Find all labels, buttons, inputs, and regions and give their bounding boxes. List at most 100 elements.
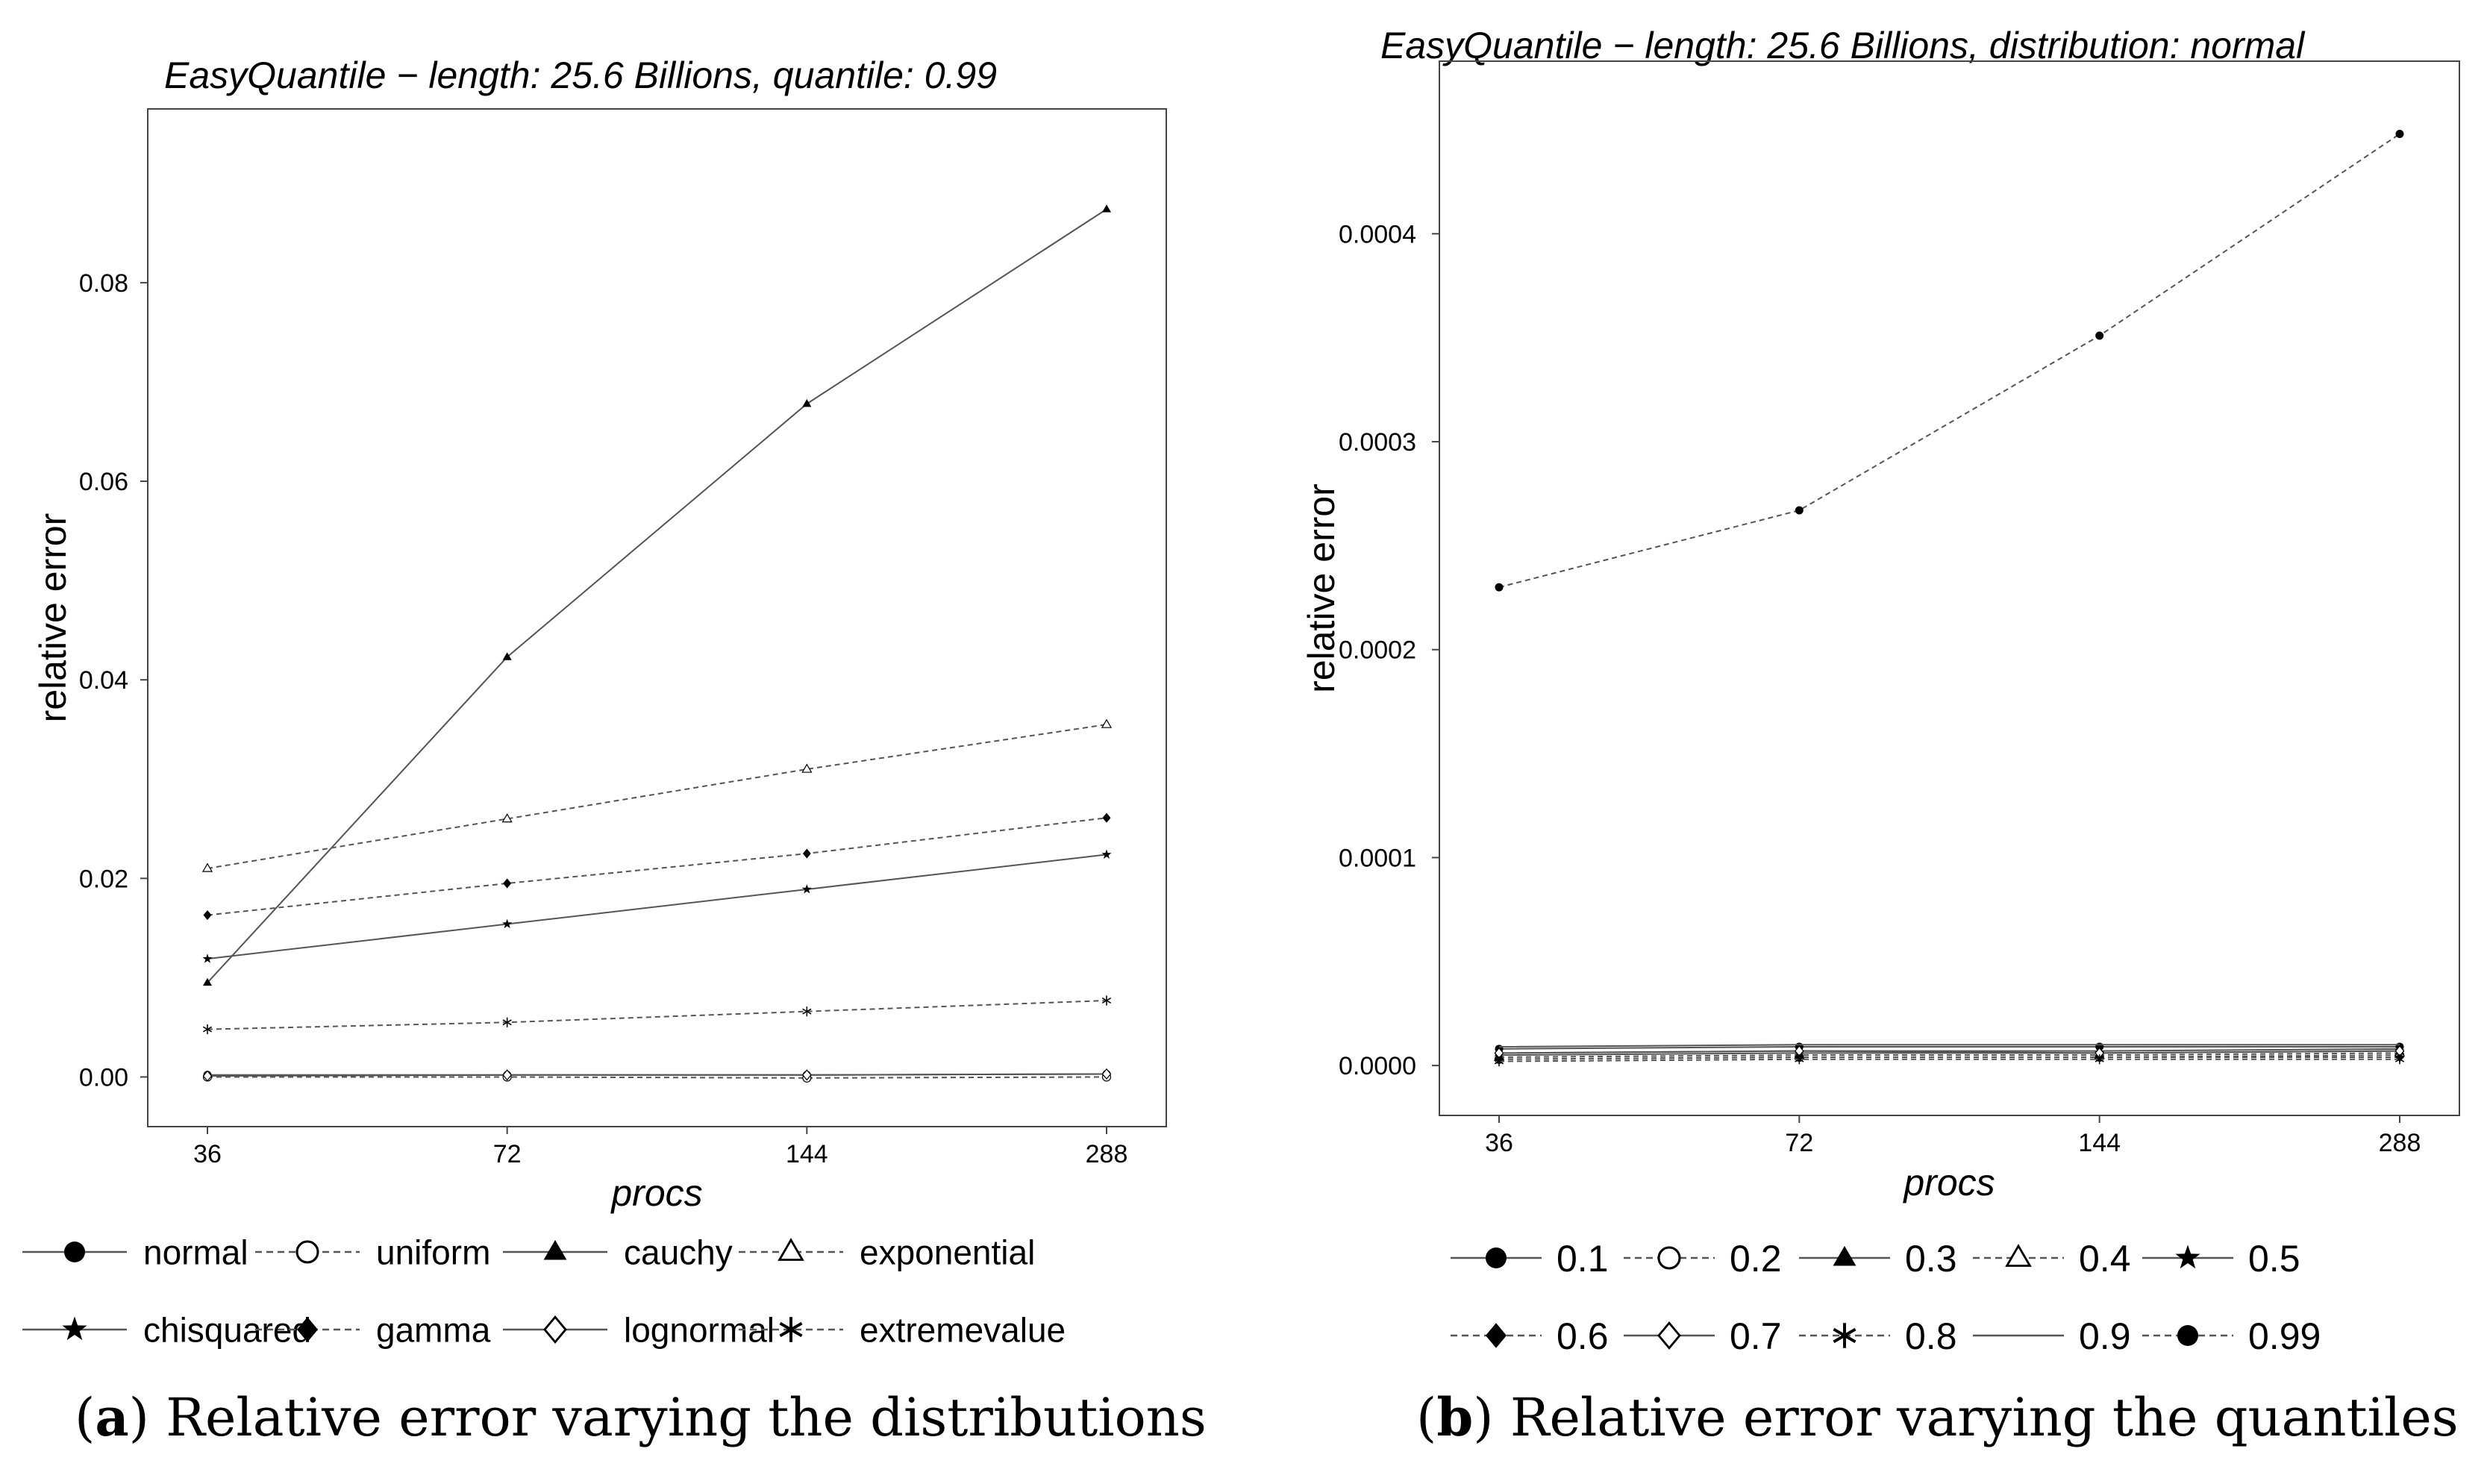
series-line (207, 1000, 1107, 1030)
legend-marker (1657, 1321, 1681, 1350)
chart-relative-error-distributions: EasyQuantile − length: 25.6 Billions, qu… (22, 54, 1167, 1350)
legend-item: 0.9 (1973, 1315, 2131, 1357)
legend-marker (2005, 1244, 2032, 1267)
chart-title: EasyQuantile − length: 25.6 Billions, di… (1380, 25, 2306, 66)
legend-marker (1833, 1323, 1856, 1348)
series-line (207, 817, 1107, 916)
caption-b: (b) Relative error varying the quantiles (1416, 1386, 2459, 1448)
series-line (1498, 133, 2400, 589)
legend-label: lognormal (624, 1311, 775, 1350)
series-line (1498, 1052, 2400, 1058)
legend-label: 0.99 (2248, 1315, 2321, 1357)
series-exponential (201, 718, 1113, 872)
legend-marker (297, 1317, 318, 1342)
data-point (1495, 583, 1504, 592)
series-line (207, 1073, 1107, 1077)
series-lognormal (202, 1068, 1112, 1082)
legend-item: extremevalue (739, 1311, 1066, 1350)
legend-label: 0.6 (1557, 1315, 1609, 1357)
y-axis-label: relative error (32, 513, 74, 723)
y-tick-label: 0.0001 (1339, 844, 1416, 872)
legend-item: gamma (255, 1311, 491, 1350)
series-0.99 (1495, 130, 2404, 592)
caption-a: (a) Relative error varying the distribut… (75, 1386, 1207, 1448)
x-axis-label: procs (1902, 1162, 1995, 1203)
plot-frame (1439, 60, 2460, 1116)
legend-label: cauchy (624, 1233, 733, 1272)
series-line (1498, 1046, 2400, 1050)
x-tick-label: 144 (786, 1140, 828, 1168)
data-point (801, 884, 812, 894)
legend-label: 0.3 (1905, 1238, 1957, 1280)
legend-label: 0.5 (2248, 1238, 2300, 1280)
legend-label: 0.8 (1905, 1315, 1957, 1357)
legend-label: extremevalue (860, 1311, 1066, 1350)
series-line (1498, 1058, 2400, 1062)
legend-marker (1486, 1323, 1507, 1348)
legend-marker (2177, 1325, 2198, 1346)
data-point (502, 918, 513, 929)
caption-a-text: Relative error varying the distributions (166, 1387, 1207, 1448)
legend-item: lognormal (503, 1311, 775, 1350)
data-point (1101, 718, 1113, 728)
legend-item: 0.8 (1799, 1315, 1957, 1357)
data-point (1494, 1056, 1504, 1067)
data-point (502, 652, 512, 660)
legend-item: 0.6 (1451, 1315, 1609, 1357)
legend-marker (1833, 1245, 1856, 1266)
series-line (207, 854, 1107, 960)
legend-marker (62, 1316, 87, 1341)
data-point (502, 1069, 512, 1081)
legend-item: 0.1 (1451, 1238, 1609, 1280)
data-point (502, 1017, 512, 1027)
data-point (802, 398, 812, 407)
y-tick-label: 0.0002 (1339, 636, 1416, 665)
plot-frame (147, 108, 1167, 1127)
data-point (2095, 331, 2104, 340)
data-point (501, 813, 513, 823)
y-axis: 0.0000 0.0001 0.0002 0.0003 0.0004 (1339, 220, 1439, 1080)
x-tick-label: 72 (1785, 1129, 1813, 1157)
legend-label: gamma (376, 1311, 491, 1350)
legend-item: 0.4 (1973, 1238, 2131, 1280)
chart-relative-error-quantiles: EasyQuantile − length: 25.6 Billions, di… (1301, 25, 2460, 1357)
x-tick-label: 36 (1485, 1129, 1513, 1157)
y-tick-label: 0.0004 (1339, 220, 1416, 248)
x-tick-label: 288 (2379, 1129, 2421, 1157)
series-gamma (203, 813, 1111, 921)
series-line (1498, 1050, 2400, 1054)
legend-label: exponential (860, 1233, 1035, 1272)
data-point (1795, 1054, 1804, 1065)
data-point (801, 763, 813, 773)
data-point (202, 954, 213, 963)
x-tick-label: 72 (493, 1140, 522, 1168)
data-point (1795, 506, 1804, 515)
data-point (1102, 813, 1111, 823)
series-line (1498, 1044, 2400, 1048)
legend-marker (2175, 1245, 2200, 1269)
series-0.9 (1498, 1044, 2400, 1048)
data-point (802, 1006, 812, 1017)
legend-item: 0.3 (1799, 1238, 1957, 1280)
legend-item: cauchy (503, 1233, 733, 1272)
legend-item: 0.7 (1624, 1315, 1782, 1357)
legend-marker (1486, 1247, 1507, 1268)
legend-a: normal uniform cauchy exponential chisquared… (22, 1233, 1066, 1350)
caption-b-text: Relative error varying the quantiles (1510, 1387, 2459, 1448)
legend-label: 0.2 (1730, 1238, 1782, 1280)
data-point (503, 878, 512, 889)
y-tick-label: 0.0000 (1339, 1052, 1416, 1080)
legend-marker (64, 1242, 85, 1262)
legend-marker (543, 1239, 567, 1260)
legend-label: 0.1 (1557, 1238, 1609, 1280)
x-axis-label: procs (610, 1172, 702, 1214)
legend-label: chisquared (143, 1311, 311, 1350)
legend-label: normal (143, 1233, 248, 1272)
legend-item: 0.2 (1624, 1238, 1782, 1280)
data-point (1101, 204, 1112, 213)
legend-marker (543, 1315, 567, 1344)
x-tick-label: 144 (2078, 1129, 2121, 1157)
legend-item: normal (22, 1233, 248, 1272)
legend-item: exponential (739, 1233, 1035, 1272)
legend-item: 0.5 (2142, 1238, 2300, 1280)
